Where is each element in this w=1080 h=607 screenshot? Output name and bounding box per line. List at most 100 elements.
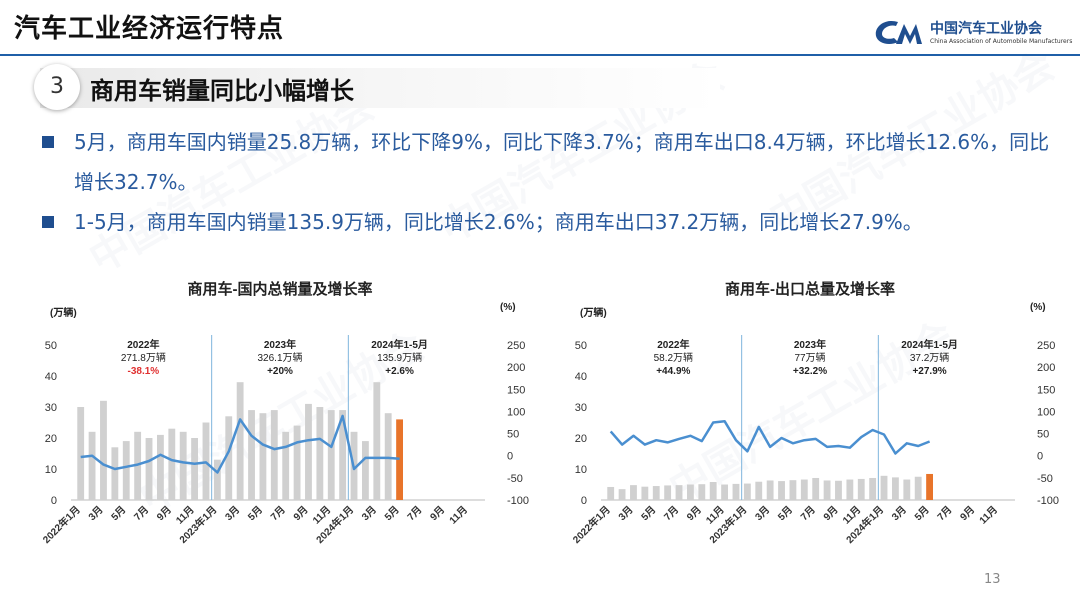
y-right-tick-label: 150 (507, 384, 525, 396)
y-right-tick-label: -50 (1037, 473, 1053, 485)
bar (914, 476, 922, 500)
x-tick-label: 2022年1月 (570, 503, 613, 546)
x-tick-label: 2022年1月 (40, 503, 83, 546)
y-right-unit: (%) (1030, 302, 1046, 313)
bar (857, 478, 865, 500)
annotation-growth: +2.6% (385, 366, 414, 377)
y-right-tick-label: 250 (1037, 340, 1055, 352)
bar (903, 479, 911, 500)
y-right-tick-label: 50 (1037, 429, 1049, 441)
bullet-item: 1-5月，商用车国内销量135.9万辆，同比增长2.6%；商用车出口37.2万辆… (40, 202, 1060, 242)
bar (316, 407, 324, 500)
bar (88, 431, 96, 500)
bullet-list: 5月，商用车国内销量25.8万辆，环比下降9%，同比下降3.7%；商用车出口8.… (40, 122, 1060, 242)
x-tick-label: 3月 (223, 504, 242, 523)
bar (652, 486, 660, 500)
logo-name-en: China Association of Automobile Manufact… (930, 38, 1073, 45)
domestic-sales-chart-svg: 商用车-国内总销量及增长率 (万辆) (%) 0 10 20 30 40 50 -100 -50 0 5… (40, 280, 529, 546)
y-right-tick-label: 250 (507, 340, 525, 352)
bar (675, 485, 683, 500)
caam-logo: 中国汽车工业协会 China Association of Automobile… (872, 14, 1072, 52)
bar (145, 438, 153, 500)
annotation-year: 2022年 (657, 338, 689, 351)
bullet-square-icon (42, 136, 54, 148)
annotation-growth: +20% (267, 366, 293, 377)
bar (687, 484, 694, 500)
bar (823, 480, 831, 500)
y-left-tick-label: 10 (45, 464, 57, 476)
title-divider (0, 54, 1080, 56)
y-right-tick-label: 100 (507, 406, 525, 418)
annotation-growth: -38.1% (127, 366, 159, 377)
annotation-total: 37.2万辆 (910, 351, 949, 364)
bar (766, 480, 774, 500)
bar (191, 438, 198, 500)
bar (339, 410, 347, 500)
annotation-total: 77万辆 (794, 351, 825, 364)
bar (327, 410, 335, 500)
annotation-growth: +27.9% (912, 366, 946, 377)
x-tick-label: 5月 (382, 504, 401, 523)
bar (732, 483, 740, 500)
annotation-year: 2023年 (264, 338, 296, 351)
y-right-tick-label: -100 (507, 495, 529, 507)
y-right-tick-label: 0 (1037, 451, 1043, 463)
annotation-total: 135.9万辆 (377, 351, 422, 364)
bar (179, 431, 187, 500)
bar (384, 413, 392, 500)
y-left-tick-label: 20 (45, 433, 57, 445)
y-left-tick-label: 0 (581, 495, 587, 507)
y-left-tick-label: 30 (575, 402, 587, 414)
x-tick-label: 9月 (154, 504, 173, 523)
y-left-tick-label: 50 (45, 340, 57, 352)
x-tick-label: 5月 (912, 504, 931, 523)
y-left-tick-label: 40 (45, 371, 57, 383)
bar (213, 459, 221, 500)
x-tick-label: 9月 (428, 504, 447, 523)
bullet-text: 5月，商用车国内销量25.8万辆，环比下降9%，同比下降3.7%；商用车出口8.… (74, 130, 1050, 194)
x-tick-label: 7月 (935, 504, 954, 523)
x-tick-label: 5月 (639, 504, 658, 523)
bar (282, 431, 290, 500)
bar (362, 441, 369, 500)
x-tick-label: 11月 (447, 504, 470, 527)
bar (373, 382, 381, 500)
annotation-year: 2023年 (794, 338, 826, 351)
growth-rate-line (80, 414, 400, 474)
annotation-total: 58.2万辆 (654, 351, 693, 364)
x-tick-label: 5月 (246, 504, 265, 523)
title-bar: 汽车工业经济运行特点 中国汽车工业协会 China Association of… (0, 0, 1080, 56)
annotation-total: 326.1万辆 (257, 351, 302, 364)
x-tick-label: 9月 (958, 504, 977, 523)
page-number: 13 (984, 572, 1001, 587)
logo-name-cn: 中国汽车工业协会 (930, 21, 1042, 37)
domestic-sales-chart: 商用车-国内总销量及增长率 (万辆) (%) 0 10 20 30 40 50 -100 -50 0 5… (30, 270, 530, 570)
annotation-growth: +44.9% (656, 366, 690, 377)
bar (77, 407, 85, 500)
x-tick-label: 5月 (776, 504, 795, 523)
y-left-tick-label: 10 (575, 464, 587, 476)
page-title: 汽车工业经济运行特点 (14, 14, 285, 44)
bar (111, 447, 119, 500)
y-right-tick-label: -100 (1037, 495, 1059, 507)
y-left-tick-label: 20 (575, 433, 587, 445)
bar (641, 486, 649, 500)
section-bar (40, 68, 720, 108)
y-left-unit: (万辆) (50, 306, 77, 319)
bar (100, 400, 107, 500)
bar (835, 480, 842, 500)
bar (168, 428, 176, 500)
bar (880, 475, 888, 500)
bar (157, 434, 164, 500)
bar (134, 431, 142, 500)
bar (846, 479, 854, 500)
x-tick-label: 3月 (753, 504, 772, 523)
bar (698, 484, 706, 500)
bar (270, 410, 278, 500)
x-tick-label: 3月 (889, 504, 908, 523)
x-tick-label: 9月 (821, 504, 840, 523)
annotation-year: 2024年1-5月 (901, 338, 958, 351)
y-left-tick-label: 0 (51, 495, 57, 507)
y-right-tick-label: 150 (1037, 384, 1055, 396)
section-number: 3 (34, 64, 80, 110)
